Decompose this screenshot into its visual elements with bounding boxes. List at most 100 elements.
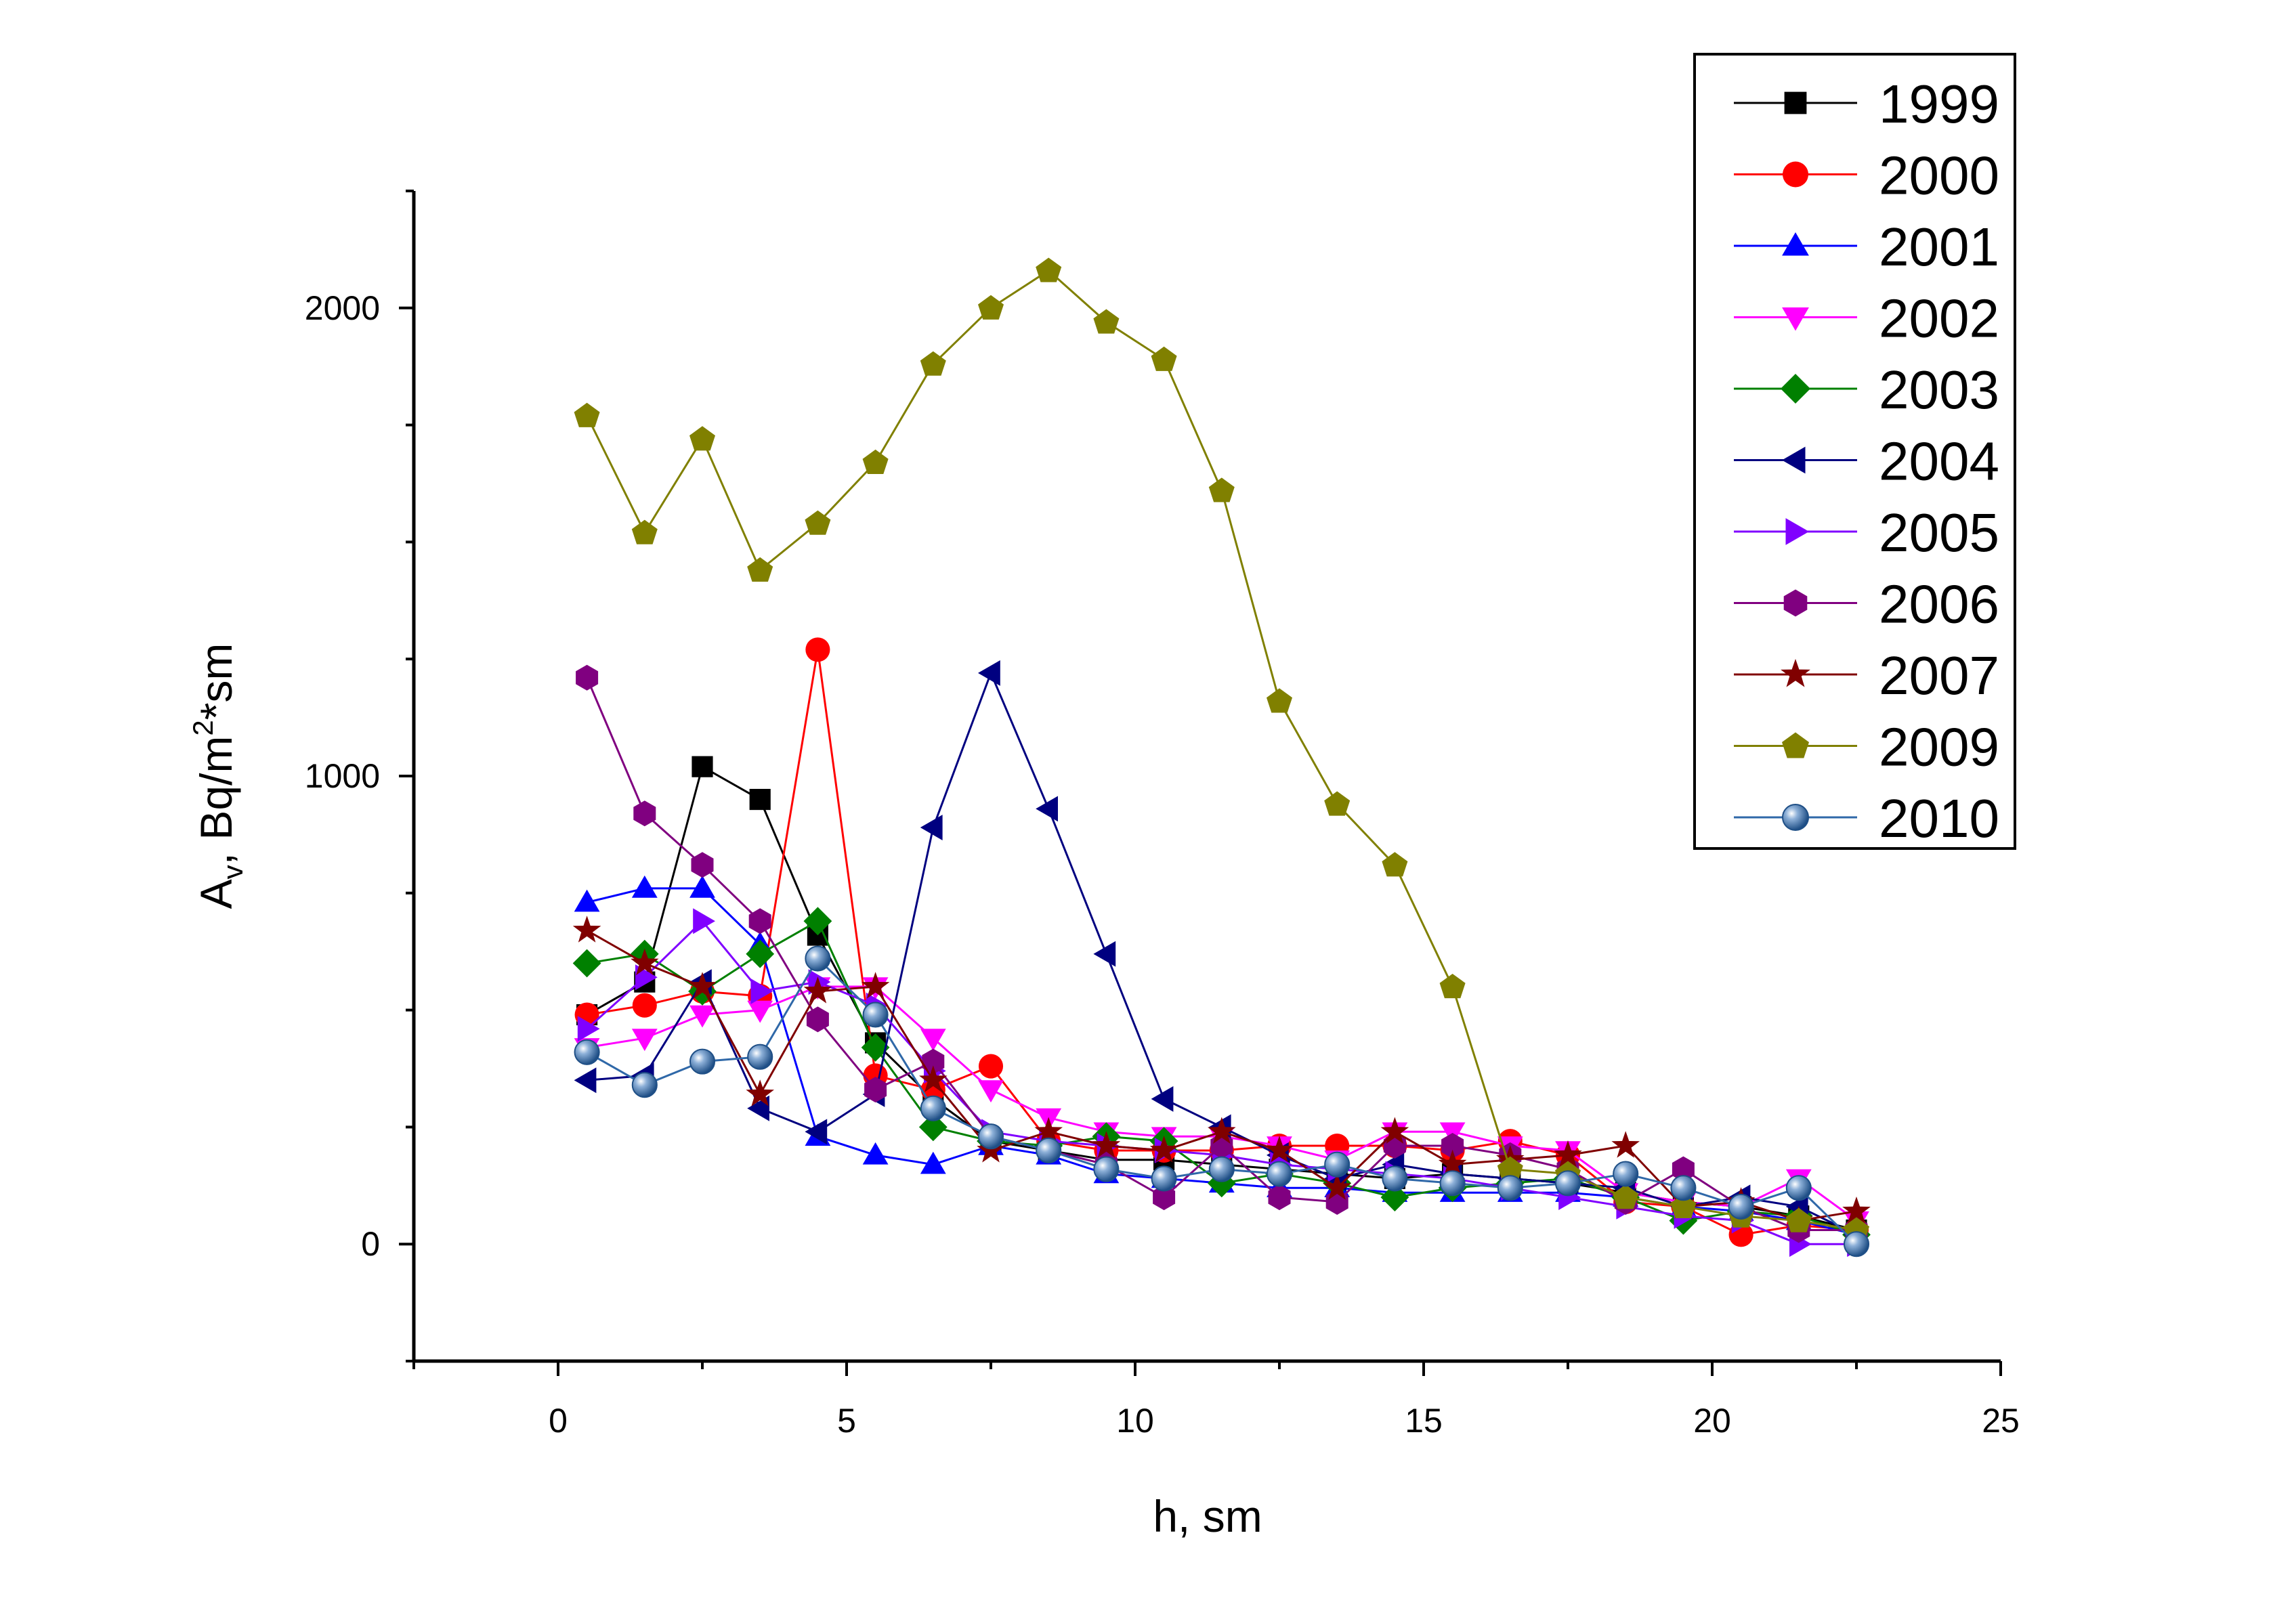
data-point bbox=[919, 1065, 948, 1092]
data-point bbox=[688, 972, 717, 999]
data-point bbox=[1323, 1173, 1351, 1200]
data-point bbox=[576, 664, 599, 691]
data-point bbox=[1670, 1175, 1697, 1201]
data-point bbox=[1092, 1131, 1121, 1158]
legend-items: 1999 2000 2001 2002 2003 2004 2005 2006 2007 2009… bbox=[1734, 74, 1999, 848]
y-tick-label: 0 bbox=[361, 1225, 380, 1263]
x-tick-label: 0 bbox=[549, 1402, 568, 1440]
data-point bbox=[1670, 1193, 1697, 1218]
data-point bbox=[803, 907, 832, 936]
data-point bbox=[1265, 1136, 1294, 1163]
series-line bbox=[586, 269, 1857, 1231]
data-point bbox=[1785, 1207, 1812, 1232]
data-point bbox=[861, 1033, 890, 1062]
data-point bbox=[631, 519, 658, 544]
data-point bbox=[1842, 1197, 1871, 1224]
data-point bbox=[1266, 1161, 1293, 1187]
y-ticks: 0 1000 2000 bbox=[305, 190, 414, 1362]
data-point bbox=[1380, 1183, 1409, 1211]
data-point bbox=[633, 800, 656, 827]
data-point bbox=[922, 1048, 945, 1075]
data-point bbox=[1093, 941, 1116, 967]
data-point bbox=[805, 945, 831, 972]
data-point bbox=[806, 1006, 829, 1033]
data-point bbox=[978, 1054, 1004, 1079]
axes: 0 5 10 15 20 25 0 1000 2000 bbox=[305, 190, 2020, 1440]
x-tick-label: 5 bbox=[837, 1402, 856, 1440]
data-point bbox=[631, 1072, 658, 1098]
data-point bbox=[920, 1095, 946, 1121]
data-point bbox=[862, 449, 889, 474]
legend-item: 1999 bbox=[1734, 74, 1999, 134]
data-point bbox=[746, 1079, 774, 1106]
data-point bbox=[977, 1123, 1004, 1150]
data-point bbox=[749, 788, 771, 811]
data-point bbox=[1151, 1165, 1177, 1192]
y-tick-label: 1000 bbox=[305, 757, 380, 795]
data-point bbox=[1785, 1175, 1812, 1201]
data-point bbox=[978, 295, 1004, 320]
legend-item: 2006 bbox=[1734, 574, 1999, 635]
data-point bbox=[1208, 1156, 1235, 1182]
data-point bbox=[1781, 659, 1810, 687]
data-point bbox=[572, 916, 601, 943]
data-point bbox=[805, 510, 831, 535]
legend-label: 2009 bbox=[1879, 717, 1999, 777]
y-tick-label: 2000 bbox=[305, 289, 380, 327]
data-point bbox=[862, 1142, 889, 1165]
legend-label: 2001 bbox=[1879, 217, 1999, 277]
series-2009 bbox=[574, 257, 1869, 1242]
data-point bbox=[1497, 1156, 1523, 1181]
data-point bbox=[1151, 346, 1177, 371]
data-point bbox=[1785, 518, 1809, 545]
legend-item: 2000 bbox=[1734, 146, 1999, 206]
data-point bbox=[1208, 477, 1235, 502]
data-point bbox=[1036, 257, 1062, 282]
data-point bbox=[1784, 91, 1807, 114]
data-point bbox=[1782, 446, 1806, 474]
data-point bbox=[1728, 1193, 1754, 1220]
data-point bbox=[1380, 1117, 1409, 1144]
data-point bbox=[1324, 1151, 1351, 1178]
data-point bbox=[1036, 796, 1058, 822]
data-point bbox=[978, 1080, 1004, 1103]
legend-item: 2003 bbox=[1734, 360, 1999, 420]
data-point bbox=[1782, 732, 1809, 758]
data-point bbox=[692, 756, 713, 777]
data-point bbox=[978, 660, 1000, 686]
data-point bbox=[693, 908, 715, 934]
legend-item: 2009 bbox=[1734, 717, 1999, 777]
x-tick-label: 20 bbox=[1693, 1402, 1731, 1440]
data-point bbox=[1439, 974, 1466, 999]
data-point bbox=[1783, 161, 1808, 188]
data-point bbox=[750, 978, 773, 1004]
legend-item: 2010 bbox=[1734, 788, 1999, 848]
data-point bbox=[1207, 1169, 1236, 1198]
data-point bbox=[574, 1067, 597, 1094]
data-point bbox=[691, 852, 714, 878]
data-point bbox=[1439, 1170, 1466, 1197]
legend-label: 1999 bbox=[1879, 74, 1999, 134]
legend-box bbox=[1693, 53, 2016, 850]
data-point bbox=[920, 1077, 945, 1102]
data-point bbox=[1149, 1136, 1178, 1163]
data-point bbox=[864, 1077, 887, 1103]
legend-item: 2004 bbox=[1734, 431, 1999, 492]
data-point bbox=[1268, 1184, 1291, 1211]
data-point bbox=[747, 1000, 773, 1023]
x-ticks: 0 5 10 15 20 25 bbox=[412, 1361, 2020, 1440]
data-point bbox=[920, 815, 943, 840]
data-point bbox=[689, 1048, 716, 1075]
data-point bbox=[1382, 1165, 1408, 1192]
data-point bbox=[1613, 1161, 1639, 1187]
data-point bbox=[1782, 307, 1809, 331]
data-point bbox=[1783, 589, 1808, 617]
legend-label: 2003 bbox=[1879, 360, 1999, 420]
legend-label: 2004 bbox=[1879, 431, 1999, 492]
data-point bbox=[747, 557, 773, 582]
y-axis-title: Av, Bq/m2*sm bbox=[187, 643, 249, 909]
data-point bbox=[1497, 1175, 1523, 1201]
data-point bbox=[1613, 1184, 1639, 1209]
data-point bbox=[1554, 1170, 1581, 1197]
